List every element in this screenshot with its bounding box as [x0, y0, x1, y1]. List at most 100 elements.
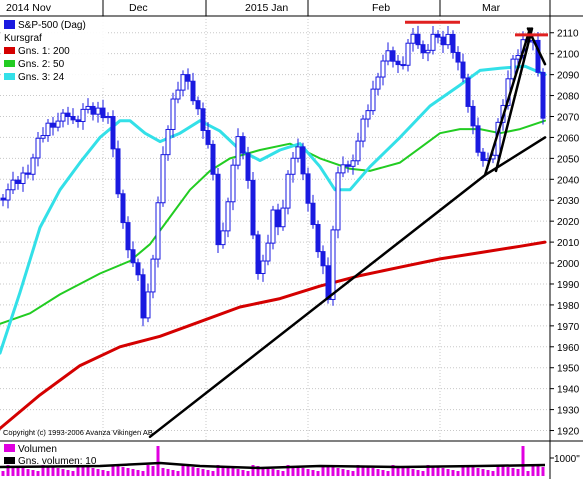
candle-up	[510, 58, 516, 80]
y-tick-label: 1960	[557, 343, 580, 354]
volume-bar	[536, 466, 540, 476]
volume-bar	[186, 466, 190, 476]
candle-up	[280, 207, 286, 228]
volume-bar	[416, 470, 420, 476]
volume-bar	[456, 471, 460, 476]
volume-bar	[16, 467, 20, 476]
volume-bar	[246, 471, 250, 476]
candle-up	[355, 140, 361, 162]
volume-bar	[351, 471, 355, 476]
volume-bar	[231, 468, 235, 476]
candle-down	[25, 172, 31, 175]
volume-bar	[206, 470, 210, 476]
candle-up	[445, 33, 451, 46]
volume-bar	[86, 467, 90, 476]
candle-down	[195, 100, 201, 110]
candle-down	[315, 224, 321, 253]
candle-up	[365, 110, 371, 120]
y-tick-label: 1940	[557, 385, 580, 396]
candle-up	[515, 54, 521, 60]
volume-bar	[261, 467, 265, 476]
candle-down	[395, 60, 401, 66]
volume-bar	[356, 465, 360, 476]
candle-up	[10, 179, 16, 191]
volume-bar	[131, 469, 135, 476]
candle-up	[370, 88, 376, 112]
candle-up	[20, 172, 26, 184]
volume-bar	[81, 466, 85, 476]
candle-up	[270, 209, 276, 244]
volume-bar	[496, 465, 500, 476]
candle-down	[470, 105, 476, 127]
candle-down	[130, 249, 136, 264]
candle-down	[390, 50, 396, 62]
candle-down	[135, 262, 141, 276]
volume-legend-swatch	[4, 444, 15, 452]
volume-bar	[61, 469, 65, 476]
candle-up	[85, 105, 91, 110]
trendline	[148, 173, 487, 439]
axis-layer: 1920 1930 1940 1950 1960 1970 1980 1990 2000 2010…	[6, 0, 580, 438]
volume-bar	[66, 470, 70, 476]
volume-bar	[281, 471, 285, 476]
volume-bar	[276, 470, 280, 476]
volume-bar	[436, 467, 440, 476]
candle-down	[325, 265, 331, 300]
volume-bar	[391, 465, 395, 476]
candle-down	[250, 179, 256, 236]
y-tick-label: 1970	[557, 322, 580, 333]
candle-up	[180, 74, 186, 91]
legend-swatch-ma50	[4, 60, 15, 67]
legend-ma50-label: Gns. 2: 50	[18, 59, 65, 70]
candle-up	[290, 157, 296, 175]
volume-bar	[396, 466, 400, 476]
candle-up	[385, 50, 391, 62]
volume-bar	[431, 466, 435, 476]
volume-bar	[336, 468, 340, 476]
volume-bar	[386, 471, 390, 476]
candle-up	[260, 260, 266, 275]
volume-legend: Volumen Gns. volumen: 10	[4, 444, 97, 467]
y-tick-label: 2070	[557, 112, 580, 123]
volume-bar	[221, 466, 225, 476]
candle-down	[450, 33, 456, 53]
y-tick-label: 1950	[557, 364, 580, 375]
volume-bar	[181, 465, 185, 476]
candle-up	[95, 107, 101, 115]
candle-down	[185, 74, 191, 82]
candle-down	[200, 108, 206, 131]
volume-bar	[301, 468, 305, 476]
trendline	[483, 136, 547, 177]
volume-bar	[426, 465, 430, 476]
y-tick-label: 2010	[557, 238, 580, 249]
y-tick-label: 2100	[557, 50, 580, 61]
volume-bar	[201, 469, 205, 476]
trendline	[494, 27, 534, 173]
candle-up	[265, 242, 271, 262]
grid-layer	[0, 16, 550, 441]
volume-bar	[36, 471, 40, 476]
volume-bar	[466, 466, 470, 476]
volume-bar	[291, 466, 295, 476]
candle-down	[255, 234, 261, 275]
legend-ma200-label: Gns. 1: 200	[18, 46, 70, 57]
y-tick-label: 2030	[557, 196, 580, 207]
candle-down	[100, 107, 106, 119]
candle-up	[80, 108, 86, 123]
avg-volume-legend-label: Gns. volumen: 10	[18, 456, 97, 467]
candle-up	[145, 291, 151, 319]
avg-volume-legend-swatch	[4, 457, 15, 464]
volume-bar	[451, 470, 455, 476]
candle-up	[330, 229, 336, 300]
date-axis-label: 2015 Jan	[245, 2, 288, 14]
candle-down	[115, 148, 121, 195]
volume-bar	[56, 468, 60, 476]
volume-bar	[511, 468, 515, 476]
volume-bar	[506, 467, 510, 476]
volume-bar	[486, 470, 490, 476]
volume-bar	[51, 467, 55, 476]
date-axis-label: Dec	[129, 2, 148, 14]
candle-down	[15, 179, 21, 184]
